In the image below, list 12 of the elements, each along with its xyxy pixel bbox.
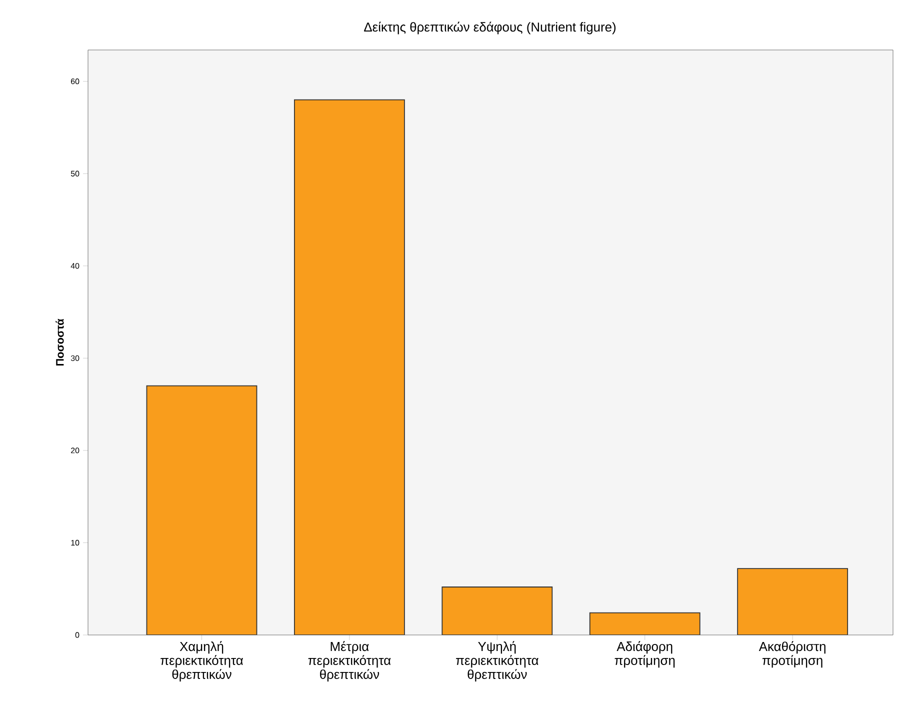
x-tick-label: Υψηλή περιεκτικότητα θρεπτικών	[456, 641, 538, 682]
bar	[737, 568, 848, 635]
y-axis-title: Ποσοστά	[56, 318, 64, 366]
bar	[442, 586, 553, 635]
bar	[589, 612, 700, 635]
x-tick-label: Αδιάφορη προτίμηση	[614, 641, 675, 668]
bar	[294, 99, 405, 635]
x-tick-label: Μέτρια περιεκτικότητα θρεπτικών	[308, 641, 391, 682]
bar	[146, 386, 257, 635]
x-tick-label: Ακαθόριστη προτίμηση	[758, 641, 826, 668]
x-tick-label: Χαμηλή περιεκτικότητα θρεπτικών	[160, 641, 244, 682]
chart-title: Δείκτης θρεπτικών εδάφους (Nutrient figure)	[364, 22, 616, 34]
